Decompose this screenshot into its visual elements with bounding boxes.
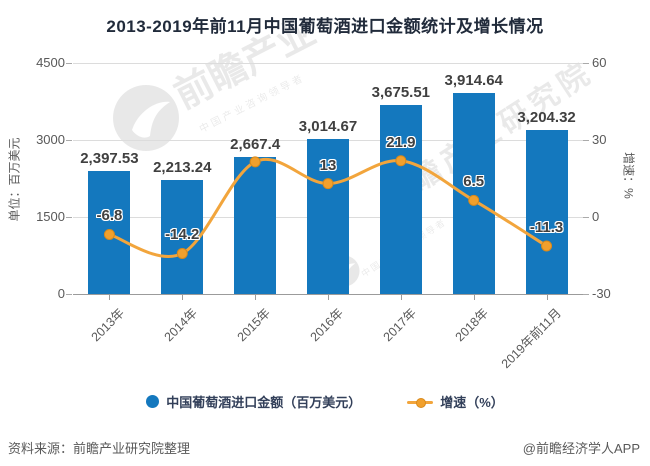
x-axis-tick: [182, 295, 184, 300]
growth-value-label: 21.9: [386, 133, 416, 151]
bar-value-label: 2,667.4: [230, 136, 281, 154]
chart-title: 2013-2019年前11月中国葡萄酒进口金额统计及增长情况: [106, 17, 544, 36]
bar[interactable]: [525, 129, 568, 294]
line-series-marker-icon: [407, 395, 434, 408]
right-axis-tick: [583, 63, 589, 64]
right-axis-tick-label: 30: [592, 132, 607, 147]
left-axis-tick: [66, 294, 72, 295]
growth-value-label: 6.5: [463, 173, 485, 191]
growth-point[interactable]: [249, 156, 261, 168]
bar-value-label: 3,914.64: [444, 72, 503, 90]
right-axis-tick-label: 60: [592, 55, 607, 70]
bar[interactable]: [379, 105, 422, 294]
bar-value-label: 3,204.32: [517, 108, 576, 126]
right-axis-tick: [583, 294, 589, 295]
growth-value-label: 13: [319, 156, 337, 174]
growth-value-label: -11.3: [529, 219, 564, 236]
legend-item-import-value[interactable]: 中国葡萄酒进口金额（百万美元）: [146, 392, 361, 411]
left-axis-tick: [66, 217, 72, 218]
x-axis-tick: [255, 295, 257, 300]
x-axis-tick: [546, 295, 548, 300]
growth-point[interactable]: [468, 194, 480, 206]
right-axis-tick: [583, 217, 589, 218]
legend-label: 中国葡萄酒进口金额（百万美元）: [166, 395, 362, 410]
bar-value-label: 3,014.67: [298, 118, 358, 136]
left-axis-tick-label: 0: [57, 286, 65, 301]
x-axis-line: [73, 294, 583, 295]
x-axis-tick: [400, 295, 402, 300]
bar-value-label: 3,675.51: [371, 84, 431, 102]
growth-value-label: -14.2: [165, 226, 200, 244]
growth-point[interactable]: [322, 178, 334, 190]
right-axis-tick: [583, 140, 589, 141]
growth-value-label: -6.8: [96, 207, 123, 225]
legend: 中国葡萄酒进口金额（百万美元） 增速（%）: [0, 392, 650, 411]
data-source-text: 资料来源：前瞻产业研究院整理: [8, 441, 191, 456]
bar[interactable]: [161, 180, 204, 294]
x-axis-tick: [109, 295, 111, 300]
right-axis-tick-label: -30: [592, 286, 611, 301]
bar-series-marker-icon: [146, 395, 160, 408]
growth-point[interactable]: [176, 247, 188, 259]
left-axis-tick-label: 3000: [36, 132, 65, 147]
bar[interactable]: [452, 93, 495, 294]
credit-text: @前瞻经济学人APP: [522, 441, 640, 456]
bar[interactable]: [307, 139, 349, 294]
bar-value-label: 2,397.53: [80, 149, 139, 167]
bar-value-label: 2,213.24: [153, 159, 212, 177]
x-axis-tick: [473, 295, 475, 300]
left-axis-tick-label: 1500: [36, 209, 65, 224]
gridline: [73, 63, 583, 64]
legend-label: 增速（%）: [440, 395, 504, 410]
footer: 资料来源：前瞻产业研究院整理 @前瞻经济学人APP: [0, 432, 650, 457]
left-axis-tick-label: 4500: [36, 55, 65, 70]
legend-item-growth-rate[interactable]: 增速（%）: [407, 392, 504, 411]
left-axis-tick: [66, 63, 72, 64]
growth-point[interactable]: [395, 155, 407, 167]
bar[interactable]: [234, 157, 277, 294]
right-axis-tick-label: 0: [592, 209, 600, 224]
left-axis-tick: [66, 140, 72, 141]
growth-point[interactable]: [541, 240, 553, 252]
growth-point[interactable]: [103, 228, 115, 240]
x-axis-tick: [328, 295, 329, 300]
